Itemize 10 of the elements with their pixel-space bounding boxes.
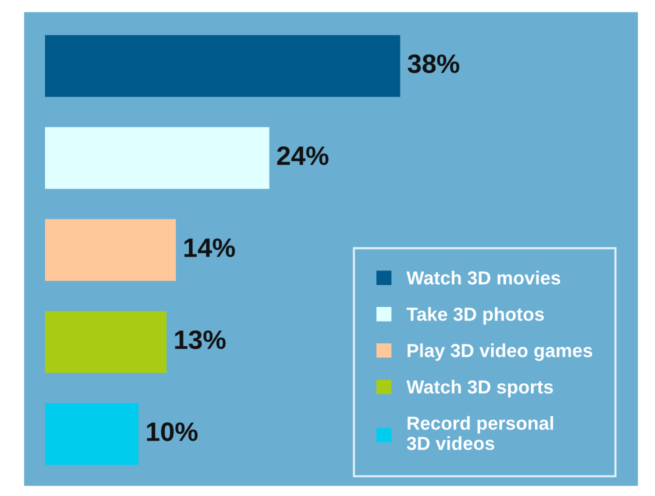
legend-label: Play 3D video games [408,343,592,361]
data-label: 13% [175,330,226,350]
data-label: 10% [147,422,198,442]
legend-label: Take 3D photos [406,307,544,325]
data-label: 38% [408,54,460,74]
legend-label: Record personal 3D videos [406,416,554,450]
data-label: 24% [277,146,328,166]
data-label: 14% [184,238,235,258]
legend-label: Watch 3D sports [406,380,553,398]
legend-label: Watch 3D movies [406,270,560,285]
